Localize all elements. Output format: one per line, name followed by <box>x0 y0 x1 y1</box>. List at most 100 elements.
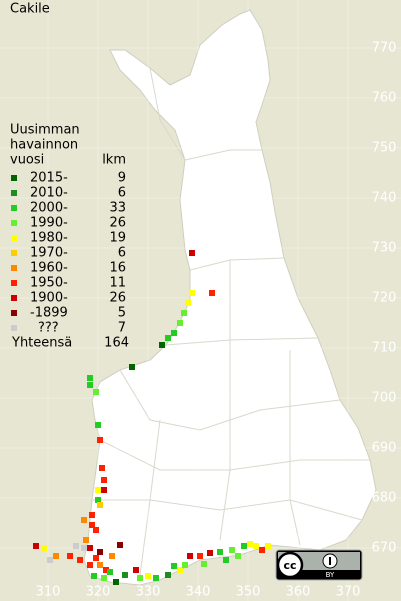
observation-square <box>165 335 171 341</box>
easting-label: 360 <box>286 585 311 600</box>
observation-square <box>185 300 191 306</box>
northing-label: 710 <box>372 341 397 356</box>
observation-square <box>81 517 87 523</box>
observation-square <box>33 543 39 549</box>
legend-total-label: Yhteensä <box>11 336 72 351</box>
observation-square <box>81 545 87 551</box>
legend-label: 1970- <box>30 246 68 261</box>
observation-square <box>73 543 79 549</box>
legend: Uusimman havainnon vuosi lkm Yhteensä 16… <box>10 123 129 351</box>
observation-square <box>189 290 195 296</box>
northing-label: 750 <box>372 141 397 156</box>
observation-square <box>97 549 103 555</box>
legend-swatch <box>11 325 17 331</box>
observation-square <box>101 487 107 493</box>
legend-label: ??? <box>38 321 59 336</box>
observation-square <box>137 575 143 581</box>
observation-square <box>133 567 139 573</box>
observation-square <box>101 477 107 483</box>
license-badge: cc BY <box>275 549 363 581</box>
observation-square <box>113 579 119 585</box>
easting-label: 370 <box>336 585 361 600</box>
by-icon-body <box>329 557 331 565</box>
legend-swatch <box>11 220 17 226</box>
legend-count: 33 <box>109 201 126 216</box>
legend-count: 26 <box>109 291 126 306</box>
observation-square <box>91 573 97 579</box>
observation-square <box>47 557 53 563</box>
cc-circle <box>276 551 304 579</box>
observation-square <box>171 330 177 336</box>
observation-square <box>235 553 241 559</box>
observation-square <box>99 465 105 471</box>
observation-square <box>197 553 203 559</box>
northing-label: 670 <box>372 541 397 556</box>
legend-label: 1980- <box>30 231 68 246</box>
legend-swatch <box>11 190 17 196</box>
observation-square <box>165 572 171 578</box>
observation-square <box>93 555 99 561</box>
northing-label: 690 <box>372 441 397 456</box>
observation-square <box>259 547 265 553</box>
easting-label: 310 <box>36 585 61 600</box>
northing-label: 770 <box>372 41 397 56</box>
map-title: Cakile <box>10 2 50 17</box>
observation-square <box>145 573 151 579</box>
observation-square <box>93 527 99 533</box>
observation-square <box>177 320 183 326</box>
observation-square <box>109 553 115 559</box>
legend-count: 6 <box>118 246 126 261</box>
observation-square <box>93 389 99 395</box>
observation-square <box>107 569 113 575</box>
observation-square <box>159 342 165 348</box>
legend-header: vuosi <box>10 153 44 168</box>
legend-swatch <box>11 235 17 241</box>
legend-count: 26 <box>109 216 126 231</box>
observation-square <box>171 563 177 569</box>
legend-swatch <box>11 310 17 316</box>
legend-label: 1900- <box>30 291 68 306</box>
observation-square <box>217 549 223 555</box>
by-text: BY <box>326 571 335 579</box>
easting-label: 340 <box>186 585 211 600</box>
legend-label: 2000- <box>30 201 68 216</box>
northing-label: 720 <box>372 291 397 306</box>
observation-square <box>97 437 103 443</box>
observation-square <box>189 250 195 256</box>
legend-swatch <box>11 280 17 286</box>
observation-square <box>95 422 101 428</box>
observation-square <box>117 542 123 548</box>
easting-label: 330 <box>136 585 161 600</box>
legend-count: 5 <box>118 306 126 321</box>
observation-square <box>87 375 93 381</box>
legend-count: 16 <box>109 261 126 276</box>
observations <box>33 250 271 585</box>
observation-square <box>177 567 183 573</box>
observation-square <box>97 562 103 568</box>
legend-label: 1950- <box>30 276 68 291</box>
observation-square <box>153 575 159 581</box>
northing-label: 700 <box>372 391 397 406</box>
region-lines <box>92 67 370 576</box>
observation-square <box>83 537 89 543</box>
legend-swatch <box>11 265 17 271</box>
observation-square <box>182 562 188 568</box>
legend-count: 7 <box>118 321 126 336</box>
observation-square <box>181 310 187 316</box>
observation-square <box>53 553 59 559</box>
legend-swatch <box>11 250 17 256</box>
observation-square <box>77 557 83 563</box>
northing-label: 730 <box>372 241 397 256</box>
observation-square <box>201 561 207 567</box>
observation-square <box>95 497 101 503</box>
observation-square <box>209 290 215 296</box>
observation-square <box>101 575 107 581</box>
observation-square <box>229 547 235 553</box>
legend-count: 11 <box>109 276 126 291</box>
legend-count: 19 <box>109 231 126 246</box>
legend-header: Uusimman <box>10 123 80 138</box>
northing-label: 680 <box>372 491 397 506</box>
observation-square <box>41 545 47 551</box>
observation-square <box>253 543 259 549</box>
legend-swatch <box>11 205 17 211</box>
